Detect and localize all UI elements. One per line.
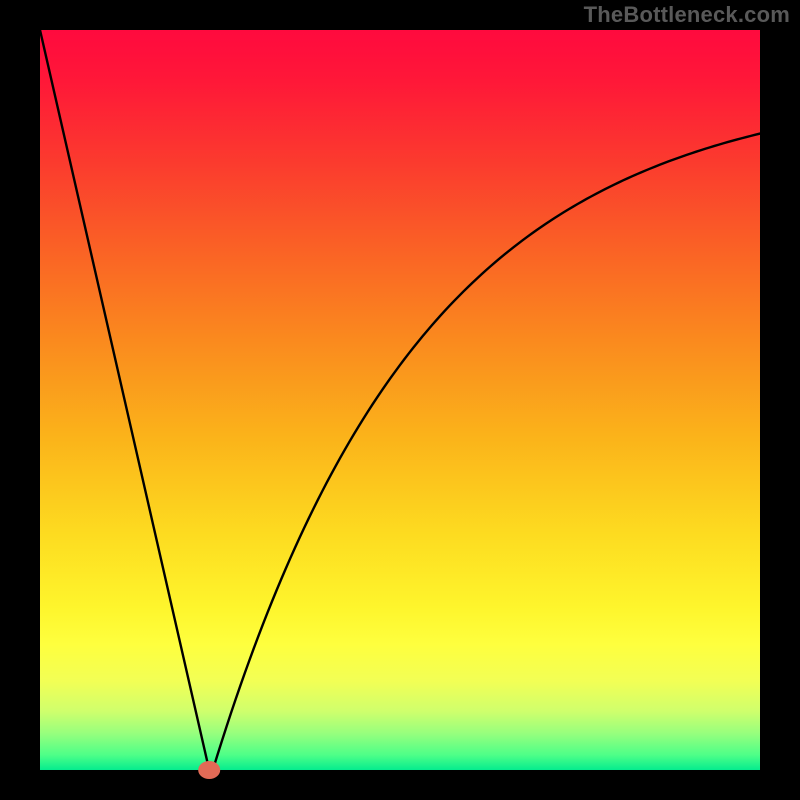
plot-background [40, 30, 760, 770]
trough-marker [198, 761, 220, 779]
watermark-text: TheBottleneck.com [584, 2, 790, 28]
chart-root: { "canvas": { "width": 800, "height": 80… [0, 0, 800, 800]
chart-svg [0, 0, 800, 800]
